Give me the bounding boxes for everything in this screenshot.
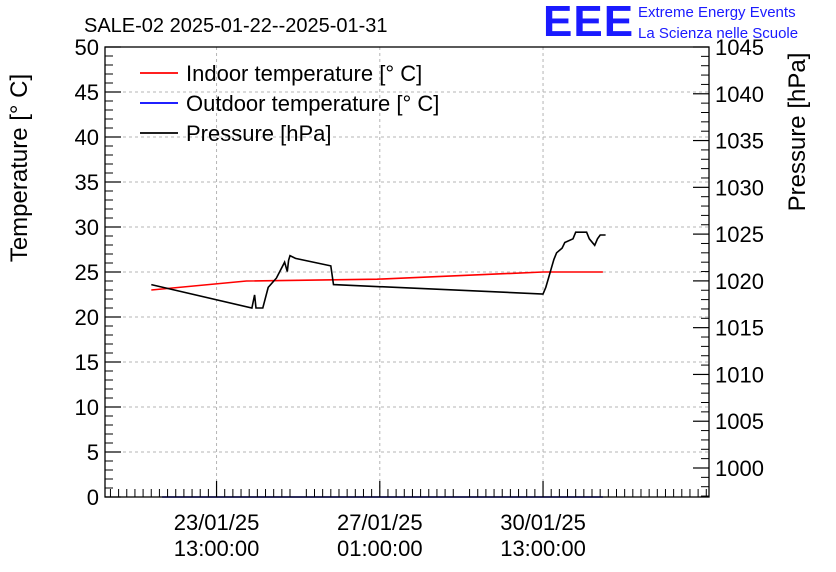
y-left-tick-label: 10 [75,395,99,420]
y-right-tick-label: 1030 [715,175,764,200]
logo-caption-line1: Extreme Energy Events [638,4,796,21]
y-left-tick-label: 0 [87,485,99,510]
y-left-tick-label: 50 [75,35,99,60]
x-tick-label-date: 30/01/25 [500,510,586,535]
grid-lines [105,46,709,498]
y-left-tick-label: 25 [75,260,99,285]
y-right-tick-label: 1005 [715,409,764,434]
chart-title: SALE-02 2025-01-22--2025-01-31 [84,15,388,37]
y-axis-right-label: Pressure [hPa] [784,53,811,212]
y-right-tick-label: 1020 [715,269,764,294]
logo-caption-line2: La Scienza nelle Scuole [638,25,799,42]
eee-logo: EEE [543,0,635,46]
y-left-tick-label: 20 [75,305,99,330]
series-line-2 [151,231,606,309]
legend: Indoor temperature [° C] Outdoor temperat… [140,61,439,146]
y-left-tick-label: 40 [75,125,99,150]
axes: 0510152025303540455010001005101010151020… [75,35,764,561]
y-right-tick-label: 1015 [715,316,764,341]
x-tick-label-time: 01:00:00 [337,536,423,561]
y-left-tick-label: 35 [75,170,99,195]
y-axis-left-label: Temperature [° C] [6,74,33,262]
y-left-tick-label: 30 [75,215,99,240]
series-line-0 [151,271,603,291]
x-tick-label-time: 13:00:00 [500,536,586,561]
y-left-tick-label: 15 [75,350,99,375]
y-left-tick-label: 5 [87,440,99,465]
legend-label: Indoor temperature [° C] [186,61,422,86]
legend-label: Pressure [hPa] [186,121,332,146]
y-right-tick-label: 1040 [715,82,764,107]
y-right-tick-label: 1025 [715,222,764,247]
y-right-tick-label: 1035 [715,129,764,154]
y-right-tick-label: 1010 [715,362,764,387]
y-right-tick-label: 1000 [715,456,764,481]
legend-label: Outdoor temperature [° C] [186,91,439,116]
x-tick-label-time: 13:00:00 [174,536,260,561]
x-tick-label-date: 23/01/25 [174,510,260,535]
y-right-tick-label: 1045 [715,35,764,60]
y-left-tick-label: 45 [75,80,99,105]
x-tick-label-date: 27/01/25 [337,510,423,535]
